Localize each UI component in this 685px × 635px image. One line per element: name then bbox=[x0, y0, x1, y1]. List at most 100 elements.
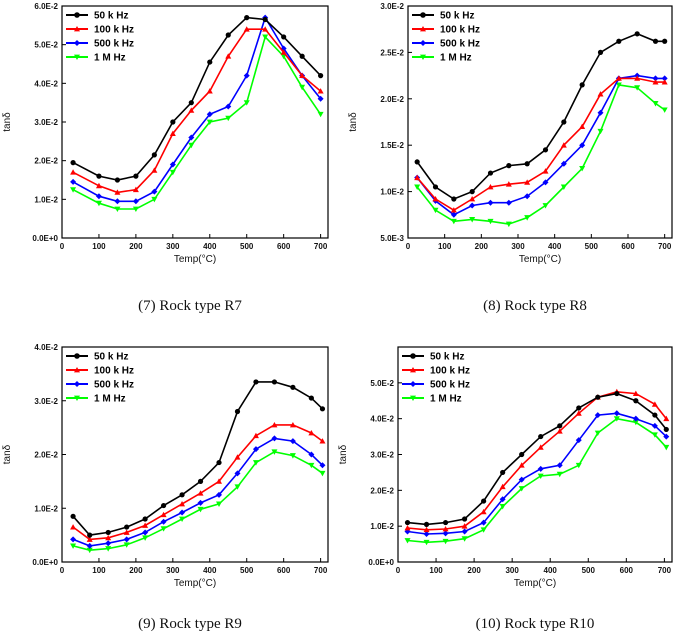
data-point bbox=[319, 470, 326, 477]
data-point bbox=[634, 31, 640, 37]
data-point bbox=[480, 527, 487, 533]
data-point bbox=[480, 519, 487, 526]
data-point bbox=[70, 524, 77, 530]
data-point bbox=[632, 390, 639, 396]
data-point bbox=[518, 486, 525, 492]
data-point bbox=[299, 53, 305, 59]
data-point bbox=[538, 433, 544, 440]
data-point bbox=[423, 521, 430, 527]
data-point bbox=[70, 187, 77, 193]
data-point bbox=[243, 100, 250, 106]
data-point bbox=[252, 432, 259, 439]
data-point bbox=[556, 471, 563, 478]
data-point bbox=[151, 167, 158, 173]
data-point bbox=[524, 161, 530, 167]
data-point bbox=[151, 152, 157, 158]
legend-label: 1 M Hz bbox=[94, 53, 126, 64]
data-point bbox=[142, 535, 149, 541]
data-point bbox=[634, 75, 641, 81]
data-point bbox=[216, 501, 223, 507]
data-point bbox=[451, 196, 457, 202]
x-tick-label: 700 bbox=[658, 566, 672, 575]
data-point bbox=[86, 547, 93, 554]
data-point bbox=[579, 166, 586, 172]
data-point bbox=[651, 401, 658, 407]
series-line-1mhz bbox=[416, 84, 666, 225]
data-point bbox=[95, 182, 102, 189]
data-point bbox=[317, 88, 324, 94]
data-point bbox=[652, 101, 659, 107]
data-point bbox=[179, 500, 186, 507]
data-point bbox=[308, 451, 315, 458]
legend-marker bbox=[74, 40, 80, 46]
legend-marker bbox=[420, 26, 426, 32]
data-point bbox=[560, 160, 567, 167]
data-point bbox=[70, 513, 76, 519]
legend-marker bbox=[410, 395, 416, 401]
legend-label: 500 k Hz bbox=[430, 380, 470, 391]
series-line-50khz bbox=[72, 16, 322, 181]
data-point bbox=[262, 34, 269, 40]
data-point bbox=[197, 478, 204, 484]
x-tick-label: 400 bbox=[203, 242, 217, 251]
data-point bbox=[70, 543, 77, 549]
data-point bbox=[404, 538, 411, 544]
y-tick-label: 4.0E-2 bbox=[370, 415, 394, 424]
x-axis-title: Temp(°C) bbox=[519, 254, 561, 265]
y-axis-title: tanδ bbox=[2, 444, 13, 464]
data-point bbox=[132, 198, 139, 205]
chart-caption: (10) Rock type R10 bbox=[476, 616, 595, 632]
x-tick-label: 700 bbox=[658, 242, 672, 251]
series-line-500khz bbox=[407, 412, 667, 535]
data-point bbox=[289, 438, 296, 445]
data-point bbox=[207, 59, 213, 65]
data-point bbox=[461, 523, 468, 529]
x-tick-label: 600 bbox=[620, 566, 634, 575]
data-point bbox=[499, 483, 506, 490]
data-point bbox=[95, 200, 102, 207]
data-point bbox=[442, 530, 449, 537]
data-point bbox=[271, 449, 278, 455]
data-point bbox=[281, 34, 287, 40]
data-point bbox=[142, 529, 149, 536]
series-line-100khz bbox=[72, 28, 322, 194]
data-point bbox=[632, 415, 639, 422]
x-tick-label: 300 bbox=[166, 242, 180, 251]
y-tick-label: 3.0E-2 bbox=[34, 397, 58, 406]
data-point bbox=[142, 516, 148, 522]
legend-label: 500 k Hz bbox=[94, 39, 134, 50]
data-point bbox=[579, 123, 586, 130]
x-tick-label: 300 bbox=[505, 566, 519, 575]
legend-label: 1 M Hz bbox=[430, 394, 462, 405]
data-point bbox=[597, 128, 604, 135]
data-point bbox=[595, 394, 601, 400]
data-point bbox=[271, 435, 278, 442]
data-point bbox=[469, 202, 476, 209]
data-point bbox=[524, 193, 531, 200]
series-line-500khz bbox=[416, 74, 665, 216]
data-point bbox=[188, 142, 195, 149]
data-point bbox=[537, 444, 544, 450]
data-point bbox=[169, 169, 176, 176]
data-point bbox=[319, 462, 326, 469]
x-tick-label: 600 bbox=[621, 242, 635, 251]
x-tick-label: 100 bbox=[429, 566, 443, 575]
data-point bbox=[271, 379, 278, 385]
series-line-100khz bbox=[416, 77, 665, 212]
data-point bbox=[518, 462, 525, 468]
data-point bbox=[105, 546, 112, 552]
data-point bbox=[432, 196, 439, 202]
x-tick-label: 0 bbox=[60, 566, 65, 575]
data-point bbox=[537, 465, 544, 472]
y-tick-label: 2.0E-2 bbox=[34, 157, 58, 166]
y-tick-label: 4.0E-2 bbox=[34, 79, 58, 88]
data-point bbox=[160, 518, 167, 525]
data-point bbox=[597, 49, 604, 56]
data-point bbox=[414, 184, 421, 190]
data-point bbox=[442, 519, 449, 526]
data-point bbox=[289, 421, 296, 428]
data-point bbox=[132, 186, 139, 193]
data-point bbox=[318, 73, 324, 79]
data-point bbox=[96, 173, 102, 179]
data-point bbox=[252, 446, 259, 453]
